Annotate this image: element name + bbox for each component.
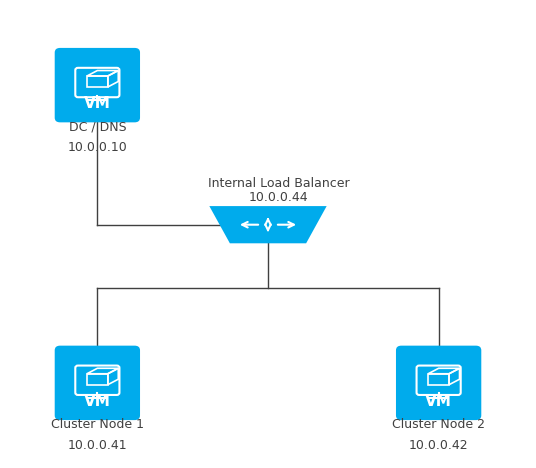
Text: 10.0.0.10: 10.0.0.10 [68,141,127,154]
Polygon shape [210,206,326,243]
Text: Cluster Node 1: Cluster Node 1 [51,418,144,431]
Text: 10.0.0.41: 10.0.0.41 [68,439,127,452]
Text: Internal Load Balancer: Internal Load Balancer [208,177,349,190]
FancyBboxPatch shape [55,48,140,122]
FancyBboxPatch shape [396,346,481,420]
Text: VM: VM [425,394,452,409]
Text: VM: VM [84,96,111,111]
FancyBboxPatch shape [55,346,140,420]
Text: 10.0.0.42: 10.0.0.42 [409,439,468,452]
Text: DC / DNS: DC / DNS [69,120,126,133]
Text: VM: VM [84,394,111,409]
Text: Cluster Node 2: Cluster Node 2 [392,418,485,431]
Text: 10.0.0.44: 10.0.0.44 [249,191,309,204]
